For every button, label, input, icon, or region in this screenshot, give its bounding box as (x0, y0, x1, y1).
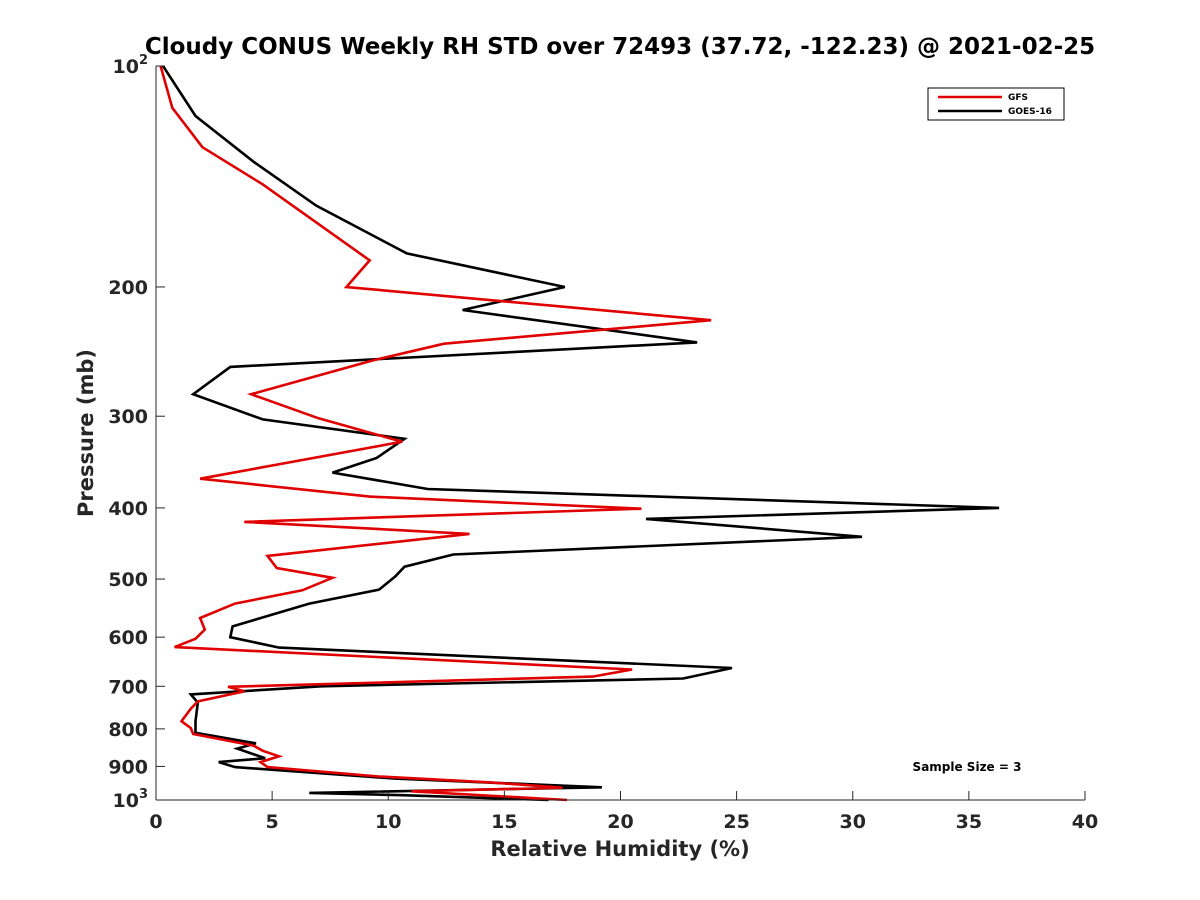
y-axis-label: Pressure (mb) (74, 349, 98, 517)
y-tick-label: 700 (108, 676, 148, 698)
y-tick-label: 300 (108, 406, 148, 428)
series-line-gfs (159, 65, 712, 802)
x-tick-label: 40 (1072, 811, 1098, 833)
x-tick-label: 30 (840, 811, 866, 833)
x-tick-label: 5 (266, 811, 279, 833)
y-tick-label: 600 (108, 627, 148, 649)
x-tick-label: 25 (723, 811, 749, 833)
legend-box (927, 87, 1065, 121)
y-tick-label: 103 (113, 787, 149, 812)
legend-label: GFS (1008, 93, 1028, 103)
y-tick-label: 200 (108, 277, 148, 299)
x-tick-label: 20 (607, 811, 633, 833)
sample-size-annotation: Sample Size = 3 (913, 760, 1022, 774)
y-tick-label: 500 (108, 569, 148, 591)
x-ticks: 0 5 10 15 20 25 30 35 40 (149, 791, 1098, 833)
y-tick-label: 800 (108, 719, 148, 741)
legend: GFS GOES-16 (927, 87, 1065, 121)
y-tick-label: 900 (108, 756, 148, 778)
plot-area (156, 66, 1085, 800)
x-axis-label: Relative Humidity (%) (490, 837, 749, 861)
y-ticks: 102 200 300 400 500 600 700 800 900 103 (108, 53, 165, 812)
series-line-goes-16 (161, 65, 1000, 802)
x-tick-label: 35 (956, 811, 982, 833)
chart-title: Cloudy CONUS Weekly RH STD over 72493 (3… (145, 34, 1095, 60)
y-tick-label: 400 (108, 498, 148, 520)
y-tick-label: 102 (113, 53, 149, 78)
x-tick-label: 15 (491, 811, 517, 833)
x-tick-label: 10 (375, 811, 401, 833)
series-layer (159, 65, 1000, 802)
x-tick-label: 0 (149, 811, 162, 833)
legend-label: GOES-16 (1008, 107, 1052, 117)
